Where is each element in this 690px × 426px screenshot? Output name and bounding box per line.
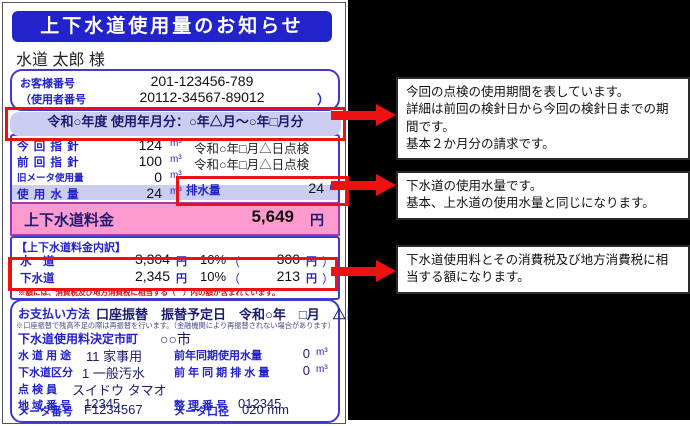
meter-row-previous: 前 回 指 針 100 m³ 令和○年□月△日点検 bbox=[12, 153, 338, 172]
row-unit: m³ bbox=[170, 170, 182, 181]
row-unit: 円 bbox=[176, 256, 187, 268]
meter-diameter-value: 020 mm bbox=[242, 402, 289, 417]
payment-note: ※口座振替で残高不足の際は再振替を行います。（金融機関により再振替されない場合が… bbox=[16, 321, 335, 330]
row-note: 令和○年□月△日点検 bbox=[194, 142, 310, 156]
red-arrow-2-head-icon bbox=[376, 174, 396, 196]
account-number-value: 201-123456-789 bbox=[150, 73, 254, 89]
period-highlight-box: 令和○年度 使用年月分：○年△月～○年□月分 bbox=[5, 107, 346, 141]
meter-row-old-meter: 旧メータ使用量 0 m³ bbox=[12, 169, 338, 185]
row-amount: 2,345 bbox=[134, 268, 170, 284]
row-tax-rate: 10% bbox=[200, 269, 227, 284]
meter-number-value: F1234567 bbox=[84, 402, 143, 417]
user-number-value: 20112-34567-89012 bbox=[139, 89, 265, 105]
prev-usage-label: 前年同期使用水量 bbox=[174, 350, 262, 362]
breakdown-row-sewer: 下水道 2,345 円 10% （ 213 円 ） bbox=[12, 268, 338, 286]
payment-details-box: お支払い方法 口座振替 振替予定日 令和○年 □月 △日 ※口座振替で残高不足の… bbox=[10, 299, 359, 423]
row-unit: m³ bbox=[170, 138, 182, 149]
city-value: ○○市 bbox=[160, 331, 191, 347]
payment-method-value: 口座振替 振替予定日 令和○年 □月 △日 bbox=[96, 307, 359, 322]
row-value: 100 bbox=[138, 153, 162, 169]
annotation-text: 基本、上水道の使用水量と同じになります。 bbox=[406, 196, 655, 211]
row-unit: 円 bbox=[176, 273, 187, 285]
notice-title: 上下水道使用量のお知らせ bbox=[40, 16, 304, 37]
inspector-value: スイドウ タマオ bbox=[72, 383, 167, 398]
red-arrow-3-head-icon bbox=[376, 260, 396, 282]
usage-type-label: 水 道 用 途 bbox=[18, 350, 72, 362]
annotation-text: 基本２か月分の請求です。 bbox=[406, 136, 555, 151]
row-label: 旧メータ使用量 bbox=[17, 173, 84, 184]
drainage-value: 24 bbox=[308, 180, 324, 196]
tax-note: ※額には、消費税及び地方消費税に相当する（ ）内の額が含まれています。 bbox=[18, 288, 280, 297]
meter-row-current: 今 回 指 針 124 m³ 令和○年□月△日点検 bbox=[12, 137, 338, 156]
row-value: 124 bbox=[138, 137, 162, 153]
drainage-label: 排水量 bbox=[186, 185, 221, 197]
drainage-highlight-box: 排水量 24 m³ bbox=[176, 176, 349, 206]
sewer-fee-highlight-box bbox=[8, 257, 338, 291]
prev-drain-label: 前 年 同 期 排 水 量 bbox=[174, 367, 270, 379]
notice-title-bar: 上下水道使用量のお知らせ bbox=[12, 11, 332, 42]
area-number-value: 12345 bbox=[84, 396, 121, 411]
red-arrow-1-head-icon bbox=[376, 104, 396, 126]
usage-type-value: 11 家事用 bbox=[86, 349, 143, 364]
red-arrow-1-shaft-icon bbox=[331, 111, 377, 120]
billing-period-banner: 令和○年度 使用年月分：○年△月～○年□月分 bbox=[10, 112, 341, 136]
annotation-sewer-fee: 下水道使用料とその消費税及び地方消費税に相当する額になります。 bbox=[396, 245, 690, 294]
row-unit: m³ bbox=[170, 186, 182, 197]
sewer-class-label: 下水道区分 bbox=[18, 367, 73, 379]
total-charge-unit: 円 bbox=[310, 212, 324, 228]
row-note: 令和○年□月△日点検 bbox=[194, 158, 310, 172]
annotation-text: 下水道使用料とその消費税及び地方消費税に相当する額になります。 bbox=[406, 253, 669, 285]
ref-number-value: 012345 bbox=[238, 396, 282, 411]
annotation-drainage: 下水道の使用水量です。 基本、上水道の使用水量と同じになります。 bbox=[396, 171, 690, 220]
annotation-period: 今回の点検の使用期間を表しています。 詳細は前回の検針日から今回の検針日までの期… bbox=[396, 77, 690, 160]
total-charge-label: 上下水道料金 bbox=[24, 212, 115, 229]
breakdown-heading: 【上下水道料金内訳】 bbox=[16, 242, 126, 254]
city-label: 下水道使用料決定市町 bbox=[18, 332, 139, 346]
annotation-text: 詳細は前回の検針日から今回の検針日までの期間です。 bbox=[406, 102, 669, 134]
account-number-label: お客様番号 bbox=[20, 78, 75, 90]
prev-usage-value: 0 bbox=[302, 346, 310, 361]
open-paren: （ bbox=[228, 272, 241, 286]
row-tax-amount: 213 bbox=[276, 268, 300, 284]
meter-number-label: メータ番号 bbox=[18, 406, 73, 418]
row-value: 0 bbox=[154, 169, 162, 185]
annotation-text: 下水道の使用水量です。 bbox=[406, 179, 543, 193]
meter-readings-box: 今 回 指 針 124 m³ 令和○年□月△日点検 前 回 指 針 100 m³… bbox=[10, 134, 340, 204]
meter-row-usage: 使 用 水 量 24 m³ bbox=[12, 185, 338, 201]
user-number-label: （使用者番号 bbox=[20, 94, 86, 106]
inspector-label: 点 検 員 bbox=[18, 384, 58, 396]
row-tax-unit: 円 bbox=[306, 273, 317, 285]
red-arrow-3-shaft-icon bbox=[331, 267, 377, 276]
annotation-text: 今回の点検の使用期間を表しています。 bbox=[406, 85, 630, 99]
prev-drain-value: 0 bbox=[302, 363, 310, 378]
row-tax-unit: 円 bbox=[306, 256, 317, 268]
meter-diameter-label: メータ口径 bbox=[174, 406, 229, 418]
customer-name: 水道 太郎 様 bbox=[16, 52, 105, 69]
total-charge-value: 5,649 bbox=[251, 207, 294, 226]
red-arrow-2-shaft-icon bbox=[331, 181, 377, 190]
row-label: 前 回 指 針 bbox=[17, 157, 80, 169]
area-number-label: 地 域 番 号 bbox=[18, 400, 72, 412]
row-unit: m³ bbox=[170, 154, 182, 165]
prev-drain-unit: m³ bbox=[316, 364, 328, 375]
row-label: 使 用 水 量 bbox=[17, 189, 80, 201]
sewer-class-value: 1 一般汚水 bbox=[82, 366, 145, 381]
close-paren: ） bbox=[316, 92, 330, 107]
payment-method-label: お支払い方法 bbox=[18, 307, 91, 321]
row-label: 今 回 指 針 bbox=[17, 141, 80, 153]
ref-number-label: 整 理 番 号 bbox=[174, 400, 228, 412]
total-charge-band: 上下水道料金 5,649 円 bbox=[10, 202, 340, 236]
prev-usage-unit: m³ bbox=[316, 347, 328, 358]
row-value: 24 bbox=[146, 185, 162, 201]
row-label: 下水道 bbox=[20, 273, 55, 285]
account-number-box: お客様番号 201-123456-789 （使用者番号 20112-34567-… bbox=[10, 69, 340, 111]
